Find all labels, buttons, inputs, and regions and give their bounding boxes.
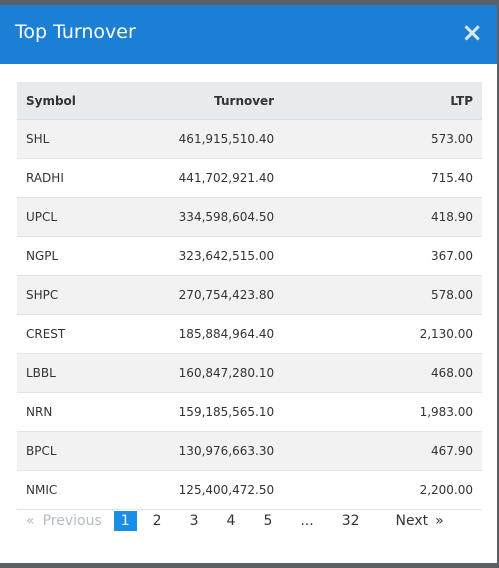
table-row: LBBL 160,847,280.10 468.00 xyxy=(17,353,482,393)
table-cell: 418.90 xyxy=(406,197,482,237)
previous-button[interactable]: Previous xyxy=(42,513,102,529)
prev-icon: « xyxy=(26,513,35,529)
table-row: CREST 185,884,964.40 2,130.00 xyxy=(17,314,482,354)
table-cell: 1,983.00 xyxy=(406,392,482,432)
table-cell: SHL xyxy=(17,119,155,159)
table-cell: 334,598,604.50 xyxy=(155,197,407,237)
table-row: NGPL 323,642,515.00 367.00 xyxy=(17,236,482,276)
table-cell: 578.00 xyxy=(406,275,482,315)
table-cell: NMIC xyxy=(17,470,155,510)
page-button[interactable]: ... xyxy=(300,513,314,529)
modal-header: Top Turnover × xyxy=(0,5,497,64)
page-button[interactable]: 32 xyxy=(341,513,360,529)
page-button[interactable]: 4 xyxy=(226,513,236,529)
table-cell: 130,976,663.30 xyxy=(155,431,407,471)
table-cell: RADHI xyxy=(17,158,155,198)
header-row: Symbol Turnover LTP xyxy=(17,82,482,120)
modal: Top Turnover × Symbol Turnover LTP SHL 461,… xyxy=(0,5,497,563)
table-cell: 2,200.00 xyxy=(406,470,482,510)
table-row: SHL 461,915,510.40 573.00 xyxy=(17,119,482,159)
table-cell: NGPL xyxy=(17,236,155,276)
table-cell: 467.90 xyxy=(406,431,482,471)
table-cell: 323,642,515.00 xyxy=(155,236,407,276)
column-header: LTP xyxy=(406,82,482,120)
column-header: Turnover xyxy=(155,82,407,120)
table-cell: UPCL xyxy=(17,197,155,237)
table-body: SHL 461,915,510.40 573.00 RADHI 441,702,921.… xyxy=(17,119,482,510)
page-button[interactable]: 3 xyxy=(189,513,199,529)
table-cell: 468.00 xyxy=(406,353,482,393)
modal-title: Top Turnover xyxy=(15,21,136,43)
table-cell: 461,915,510.40 xyxy=(155,119,407,159)
close-button[interactable]: × xyxy=(461,18,483,48)
turnover-table: Symbol Turnover LTP SHL 461,915,510.40 573.0… xyxy=(17,82,482,510)
table-cell: CREST xyxy=(17,314,155,354)
page-list: 1 2 3 4 5... 32 xyxy=(113,511,381,531)
table-cell: 125,400,472.50 xyxy=(155,470,407,510)
table-cell: BPCL xyxy=(17,431,155,471)
table-row: NRN 159,185,565.10 1,983.00 xyxy=(17,392,482,432)
table-cell: 185,884,964.40 xyxy=(155,314,407,354)
page-button[interactable]: 1 xyxy=(113,511,137,531)
table-cell: NRN xyxy=(17,392,155,432)
table-cell: 715.40 xyxy=(406,158,482,198)
table-row: SHPC 270,754,423.80 578.00 xyxy=(17,275,482,315)
table-cell: 160,847,280.10 xyxy=(155,353,407,393)
table-row: NMIC 125,400,472.50 2,200.00 xyxy=(17,470,482,510)
table-row: BPCL 130,976,663.30 467.90 xyxy=(17,431,482,471)
page-button[interactable]: 5 xyxy=(263,513,273,529)
pagination: « Previous 1 2 3 4 5... 32 Next » xyxy=(26,510,444,532)
next-button[interactable]: Next xyxy=(395,513,429,529)
table-row: UPCL 334,598,604.50 418.90 xyxy=(17,197,482,237)
table-cell: SHPC xyxy=(17,275,155,315)
table-cell: 367.00 xyxy=(406,236,482,276)
table-row: RADHI 441,702,921.40 715.40 xyxy=(17,158,482,198)
table-cell: 270,754,423.80 xyxy=(155,275,407,315)
table-cell: 2,130.00 xyxy=(406,314,482,354)
page-button[interactable]: 2 xyxy=(152,513,162,529)
column-header: Symbol xyxy=(17,82,155,120)
next-icon: » xyxy=(435,513,444,529)
table-cell: 573.00 xyxy=(406,119,482,159)
table-cell: LBBL xyxy=(17,353,155,393)
table-cell: 159,185,565.10 xyxy=(155,392,407,432)
table-cell: 441,702,921.40 xyxy=(155,158,407,198)
